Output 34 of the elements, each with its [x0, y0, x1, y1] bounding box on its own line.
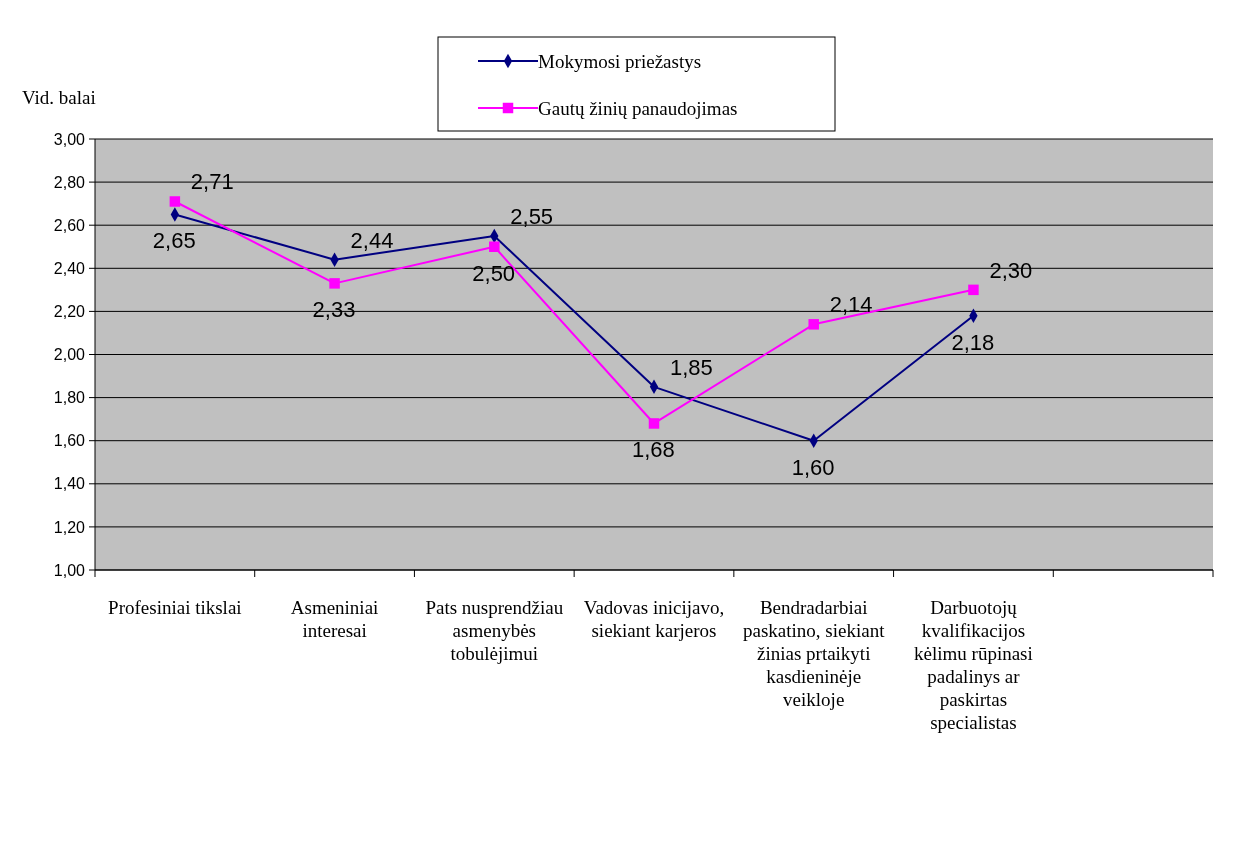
y-tick-label: 1,00: [53, 561, 86, 579]
y-tick-label: 2,40: [53, 259, 86, 277]
y-tick-label: 2,60: [53, 216, 86, 234]
y-tick-label: 1,60: [53, 432, 86, 450]
data-label: 2,65: [152, 228, 196, 254]
data-label: 2,14: [829, 292, 873, 318]
point: [329, 278, 340, 289]
data-label: 2,55: [510, 203, 554, 229]
y-tick-label: 3,00: [53, 130, 86, 148]
point: [648, 418, 660, 429]
x-tick-label: Bendradarbiai paskatino, siekiant žinias prtaikyti kasdieninėje veikloje: [743, 597, 886, 710]
x-tick-label: Vadovas inicijavo, siekiant karjeros: [583, 597, 725, 641]
y-tick-label: 2,20: [53, 303, 86, 320]
data-label: 2,18: [951, 329, 995, 355]
legend-label: Mokymosi priežastys: [538, 50, 702, 72]
data-label: 1,68: [632, 437, 675, 463]
point: [968, 284, 979, 296]
y-tick-label: 1,20: [53, 518, 86, 536]
point: [808, 319, 819, 330]
legend-label: Gautų žinių panaudojimas: [538, 97, 738, 119]
y-tick-label: 1,40: [53, 475, 86, 493]
y-tick-label: 2,80: [53, 173, 86, 191]
x-tick-label: Asmeniniai interesai: [290, 597, 379, 641]
x-tick-label: Pats nusprendžiau asmenybės tobulėjimui: [425, 597, 564, 664]
data-label: 2,44: [350, 227, 394, 253]
data-label: 1,60: [791, 454, 835, 480]
data-label: 1,85: [670, 354, 713, 380]
x-tick-label: Darbuotojų kvalifikacijos kėlimu rūpinasi padalinys ar paskirtas specialistas: [914, 597, 1033, 733]
point: [169, 196, 181, 207]
x-tick-label: Profesiniai tikslai: [108, 597, 242, 618]
y-axis-title: Vid. balai: [22, 87, 96, 108]
y-tick-label: 2,00: [53, 346, 86, 364]
y-tick-label: 1,80: [53, 389, 86, 407]
point: [489, 241, 500, 252]
